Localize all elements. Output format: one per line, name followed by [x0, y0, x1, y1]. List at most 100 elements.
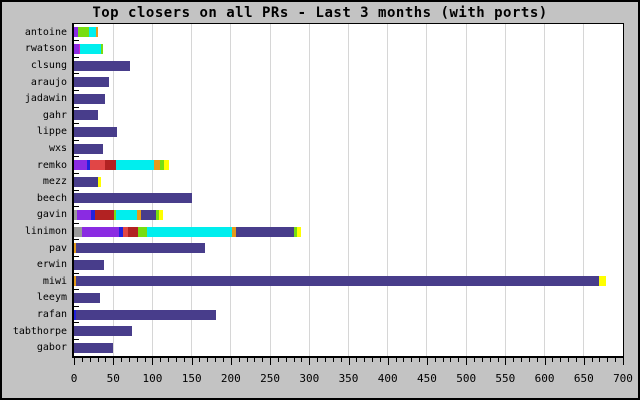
y-axis-tick	[74, 73, 79, 75]
x-axis-major-tick	[544, 358, 546, 365]
bar-segment-gray	[74, 226, 82, 237]
bar-segment-brick	[128, 226, 138, 237]
x-axis-minor-tick	[199, 358, 201, 362]
bar-segment-main	[74, 326, 133, 337]
bar-gahr	[74, 110, 98, 121]
x-tick-label-350: 350	[338, 372, 359, 385]
gridline-350	[348, 24, 349, 356]
x-axis-minor-tick	[560, 358, 562, 362]
bar-erwin	[74, 259, 104, 270]
bar-segment-green	[100, 43, 103, 54]
x-axis-minor-tick	[442, 358, 444, 362]
bar-segment-red	[90, 160, 106, 171]
x-axis-minor-tick	[175, 358, 177, 362]
y-axis-tick	[74, 255, 79, 257]
x-axis-minor-tick	[473, 358, 475, 362]
gridline-600	[544, 24, 546, 356]
bar-pav	[74, 243, 205, 254]
x-axis-major-tick	[387, 358, 389, 365]
plot-area	[72, 23, 624, 358]
x-tick-label-200: 200	[220, 372, 241, 385]
x-axis-minor-tick	[552, 358, 554, 362]
bar-segment-purple	[74, 27, 78, 38]
x-tick-label-100: 100	[142, 372, 163, 385]
x-axis-minor-tick	[168, 358, 170, 362]
x-axis-minor-tick	[89, 358, 91, 362]
x-tick-label-700: 700	[613, 372, 633, 385]
bar-mezz	[74, 176, 101, 187]
x-axis-minor-tick	[81, 358, 83, 362]
bar-segment-purple	[77, 209, 92, 220]
x-tick-label-550: 550	[495, 372, 516, 385]
x-tick-label-400: 400	[377, 372, 398, 385]
x-axis-minor-tick	[207, 358, 209, 362]
x-tick-label-150: 150	[181, 372, 202, 385]
x-axis-minor-tick	[246, 358, 248, 362]
gridline-50	[112, 24, 114, 356]
x-axis-minor-tick	[262, 358, 264, 362]
x-axis-minor-tick	[105, 358, 107, 362]
x-axis-minor-tick	[183, 358, 185, 362]
x-axis-minor-tick	[317, 358, 319, 362]
gridline-400	[387, 24, 389, 356]
bar-segment-gray	[74, 209, 78, 220]
bar-segment-main	[140, 209, 157, 220]
x-axis-minor-tick	[223, 358, 224, 362]
bar-segment-main	[74, 259, 104, 270]
x-axis-major-tick	[505, 358, 507, 365]
x-axis-minor-tick	[301, 358, 303, 362]
x-axis-minor-tick	[215, 358, 217, 362]
x-axis-minor-tick	[144, 358, 146, 362]
bar-segment-main	[74, 126, 118, 137]
y-tick-label-mezz: mezz	[42, 176, 67, 188]
gridline-250	[269, 24, 271, 356]
gridline-500	[465, 24, 467, 356]
bar-segment-main	[74, 143, 104, 154]
bar-segment-cyan	[116, 160, 154, 171]
x-tick-label-0: 0	[70, 372, 78, 385]
x-axis-major-tick	[191, 358, 193, 365]
x-axis-minor-tick	[160, 358, 162, 362]
bar-segment-main	[236, 226, 295, 237]
bar-segment-purple	[81, 226, 119, 237]
x-axis-major-tick	[348, 358, 350, 365]
x-axis-minor-tick	[97, 358, 99, 362]
y-tick-label-tabthorpe: tabthorpe	[12, 325, 67, 337]
bar-rafan	[74, 309, 216, 320]
x-axis-minor-tick	[497, 358, 499, 362]
y-axis-tick	[74, 206, 79, 208]
bar-segment-purple	[74, 43, 79, 54]
x-tick-label-50: 50	[106, 372, 120, 385]
x-axis-minor-tick	[324, 358, 326, 362]
x-axis-major-tick	[583, 358, 585, 365]
y-axis-tick	[74, 322, 79, 324]
x-axis-minor-tick	[458, 358, 460, 362]
bar-segment-blue	[87, 160, 91, 171]
y-axis-tick	[74, 222, 79, 224]
bar-segment-magenta	[78, 43, 81, 54]
bar-segment-green	[137, 226, 147, 237]
x-axis-major-tick	[623, 358, 624, 365]
y-tick-label-lippe: lippe	[36, 126, 67, 138]
x-axis-minor-tick	[513, 358, 515, 362]
x-axis-minor-tick	[277, 358, 279, 362]
bar-segment-purple	[74, 160, 88, 171]
x-axis-major-tick	[426, 358, 428, 365]
gridline-150	[191, 24, 193, 356]
x-tick-label-650: 650	[573, 372, 594, 385]
bar-segment-brick	[95, 209, 114, 220]
chart-title: Top closers on all PRs - Last 3 months (…	[92, 5, 548, 21]
x-axis-minor-tick	[395, 358, 397, 362]
y-axis-tick	[74, 172, 79, 174]
x-axis-minor-tick	[136, 358, 138, 362]
x-axis-minor-tick	[364, 358, 366, 362]
x-axis-minor-tick	[536, 358, 538, 362]
y-axis-tick	[74, 106, 79, 108]
y-tick-label-erwin: erwin	[36, 259, 67, 271]
bar-antoine	[74, 27, 99, 38]
y-tick-label-antoine: antoine	[24, 26, 67, 38]
bar-segment-orange	[74, 276, 76, 287]
y-axis-tick	[74, 139, 79, 141]
y-tick-label-beech: beech	[36, 192, 67, 204]
